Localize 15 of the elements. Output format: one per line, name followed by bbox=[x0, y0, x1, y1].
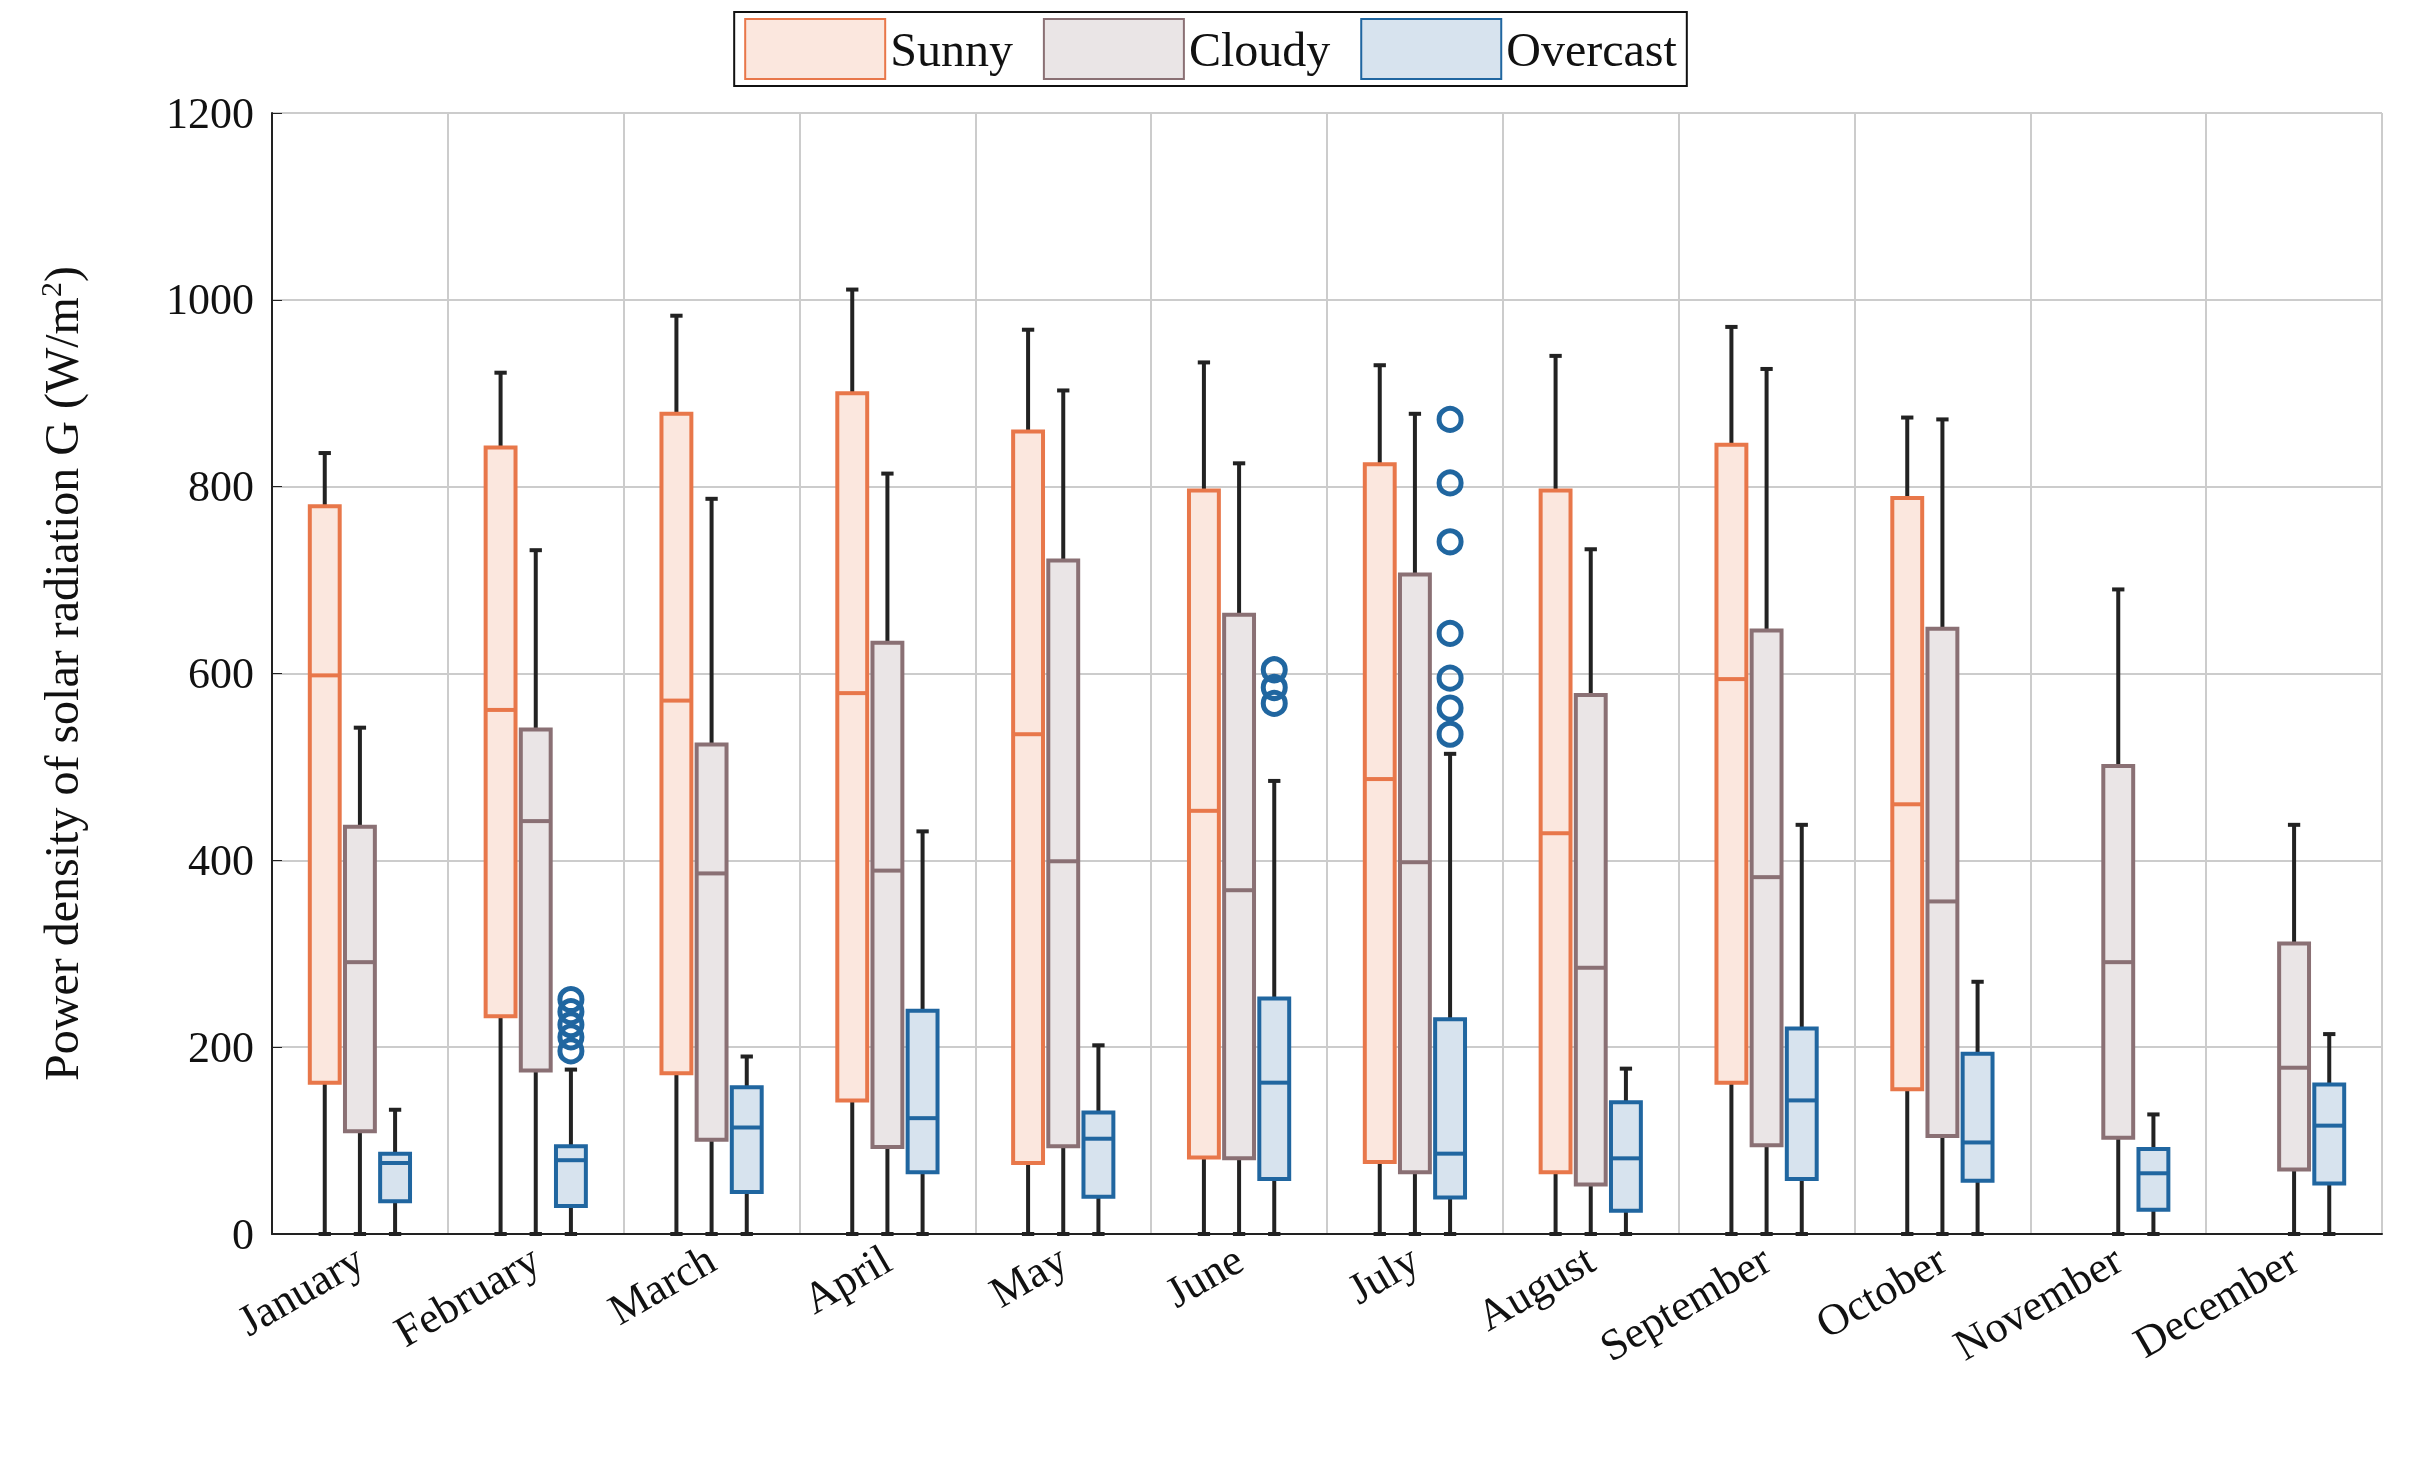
y-tick-label: 400 bbox=[188, 835, 254, 885]
y-tick-label: 0 bbox=[232, 1209, 254, 1259]
y-tick-label: 200 bbox=[188, 1022, 254, 1072]
y-axis-title: Power density of solar radiation G (W/m2) bbox=[33, 266, 89, 1081]
y-tick-label: 600 bbox=[188, 649, 254, 698]
legend-label: Sunny bbox=[890, 22, 1013, 76]
x-tick-label: June bbox=[1157, 1234, 1252, 1318]
y-tick-label: 1200 bbox=[166, 88, 254, 138]
x-tick-label: May bbox=[981, 1234, 1076, 1318]
x-tick-label: July bbox=[1339, 1234, 1428, 1314]
legend-label: Overcast bbox=[1506, 22, 1678, 76]
legend-label: Cloudy bbox=[1188, 22, 1331, 76]
y-tick-label: 800 bbox=[188, 462, 254, 512]
y-tick-label: 1000 bbox=[166, 275, 254, 325]
x-tick-label: April bbox=[794, 1234, 900, 1324]
